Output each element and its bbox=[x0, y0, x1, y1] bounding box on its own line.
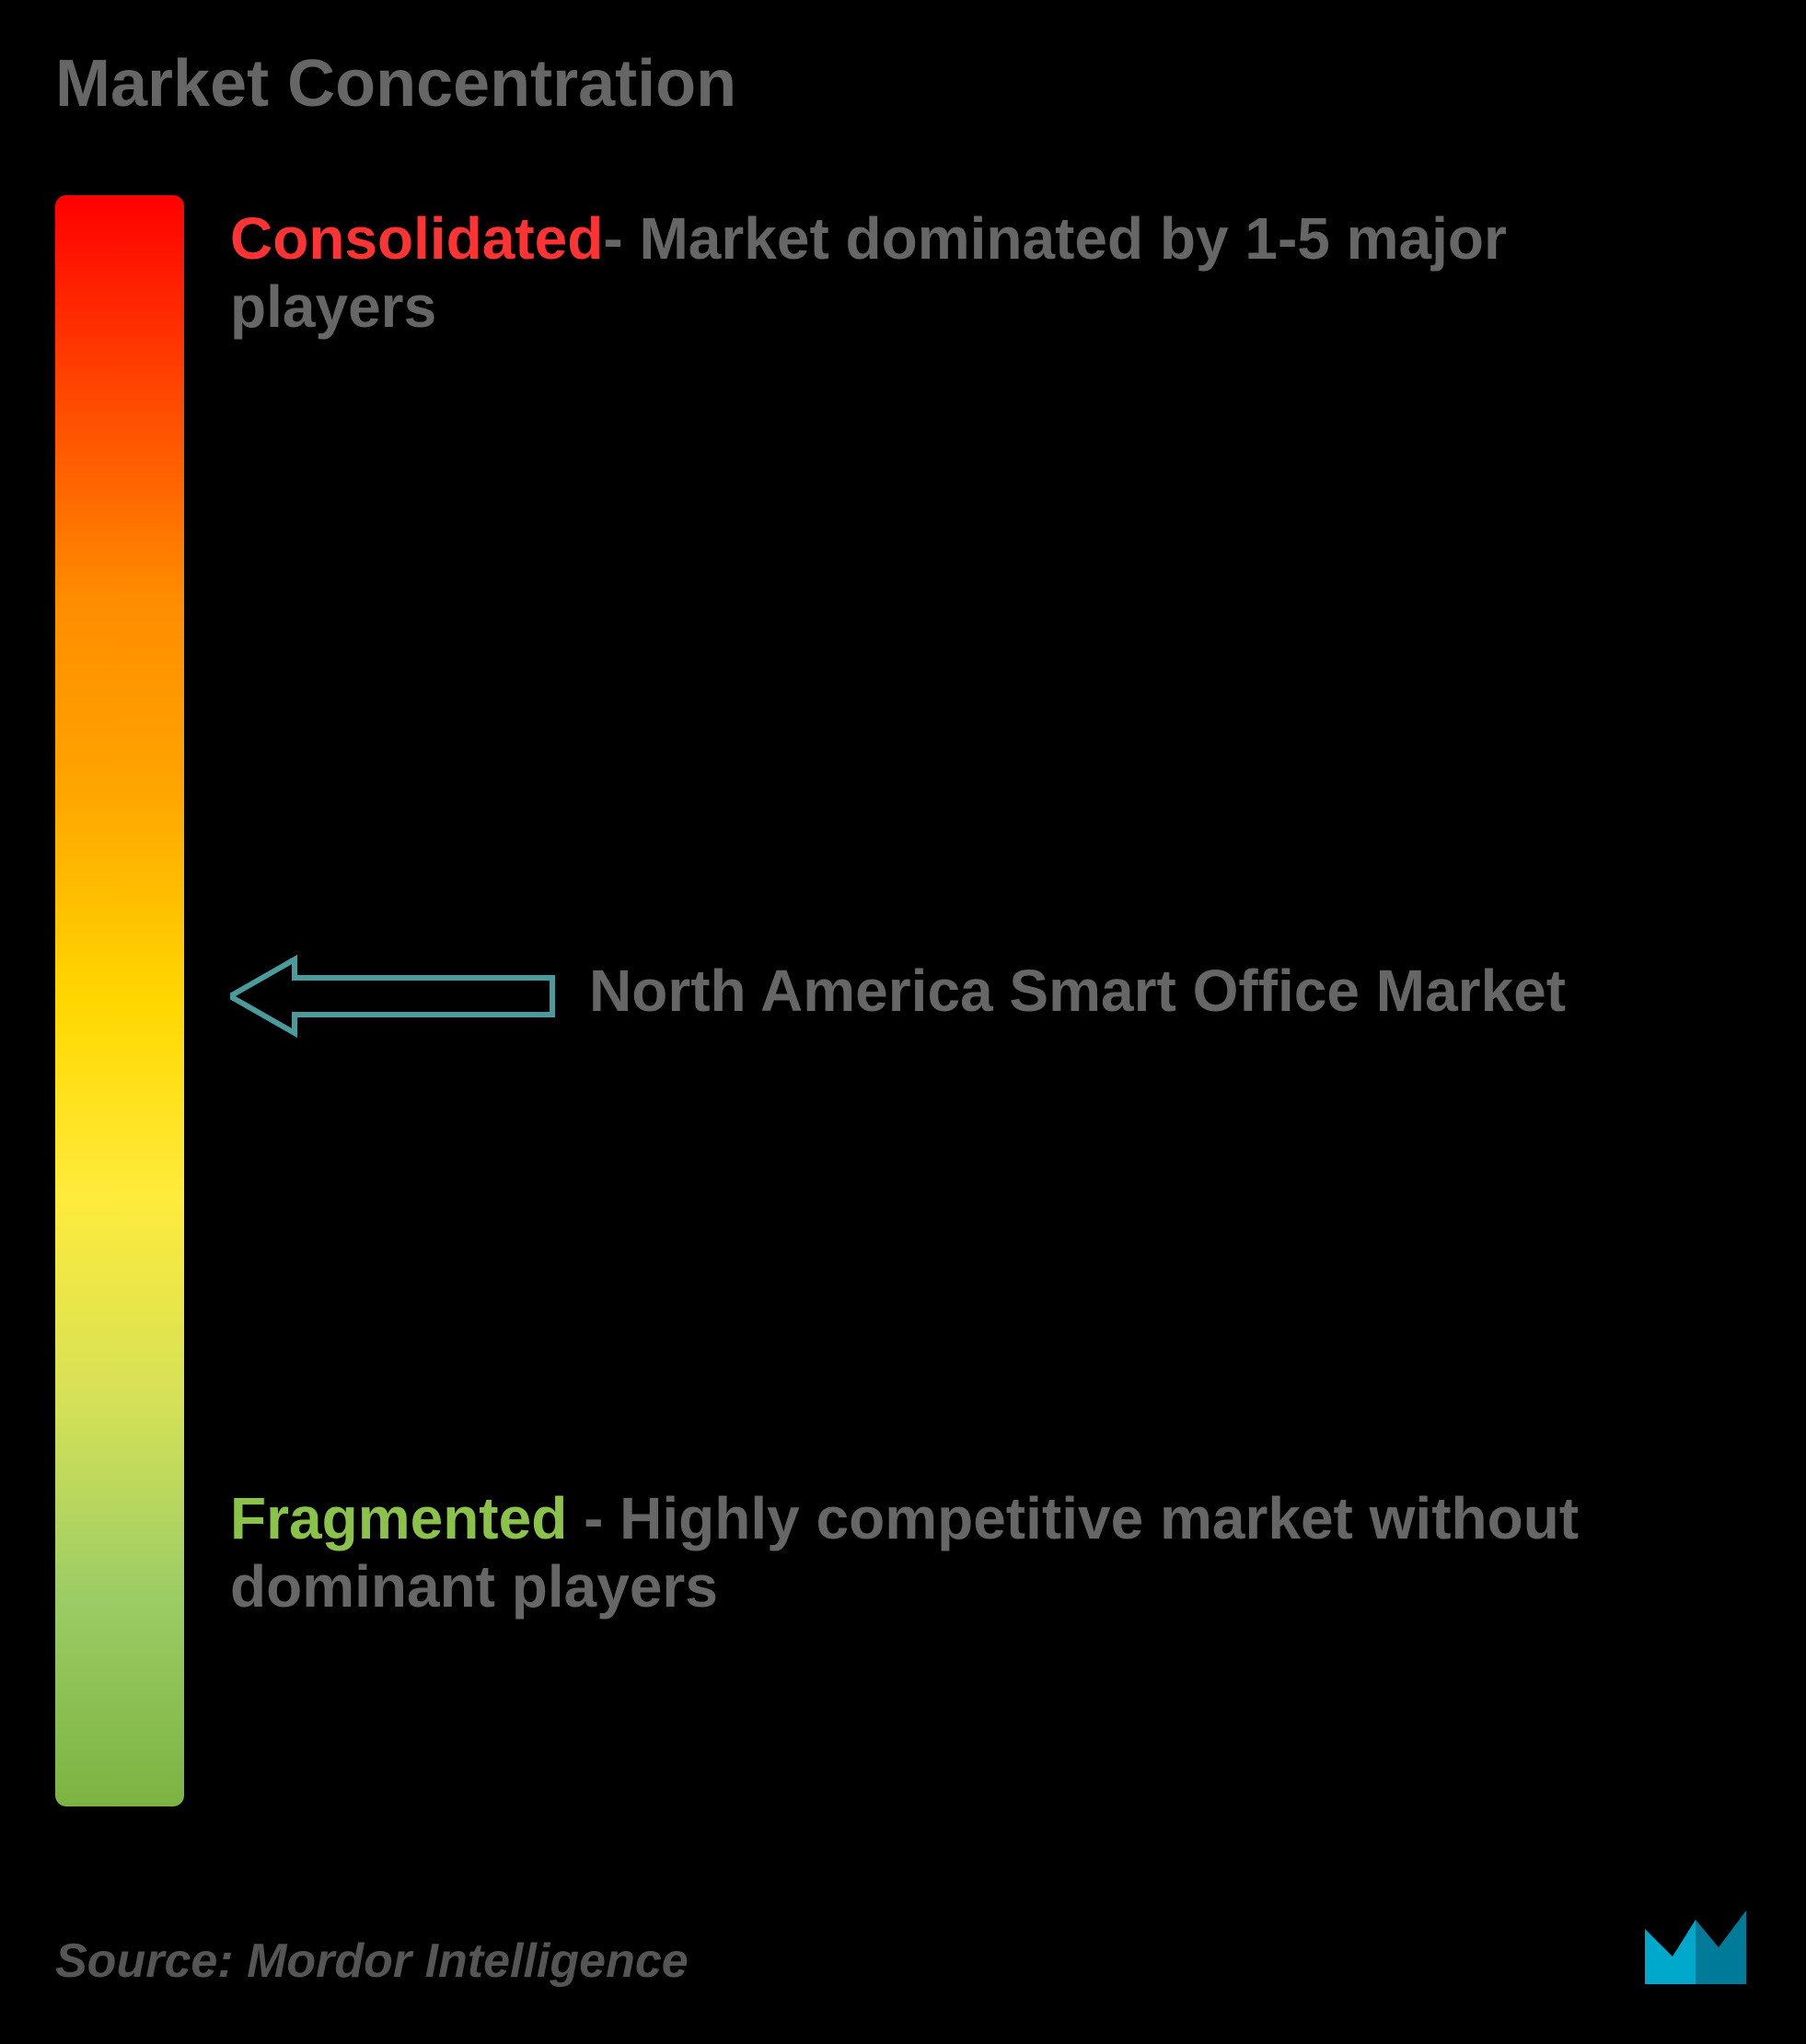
main-container: Market Concentration Consolidated- Marke… bbox=[0, 0, 1806, 2044]
source-attribution: Source: Mordor Intelligence bbox=[55, 1934, 689, 1989]
content-area: Consolidated- Market dominated by 1-5 ma… bbox=[55, 195, 1751, 1806]
fragmented-keyword: Fragmented bbox=[230, 1485, 567, 1551]
source-text: Mordor Intelligence bbox=[247, 1934, 689, 1988]
page-title: Market Concentration bbox=[55, 46, 1751, 122]
consolidated-keyword: Consolidated bbox=[230, 205, 603, 272]
fragmented-section: Fragmented - Highly competitive market w… bbox=[230, 1484, 1705, 1620]
market-indicator-section: North America Smart Office Market bbox=[230, 950, 1566, 1047]
mordor-logo-icon bbox=[1640, 1897, 1751, 1989]
consolidated-section: Consolidated- Market dominated by 1-5 ma… bbox=[230, 204, 1705, 341]
market-name-label: North America Smart Office Market bbox=[589, 950, 1566, 1033]
arrow-left-icon bbox=[230, 950, 561, 1047]
source-label: Source: bbox=[55, 1934, 234, 1988]
footer: Source: Mordor Intelligence bbox=[55, 1897, 1751, 1989]
concentration-gradient-bar bbox=[55, 195, 184, 1806]
labels-area: Consolidated- Market dominated by 1-5 ma… bbox=[184, 195, 1751, 1806]
